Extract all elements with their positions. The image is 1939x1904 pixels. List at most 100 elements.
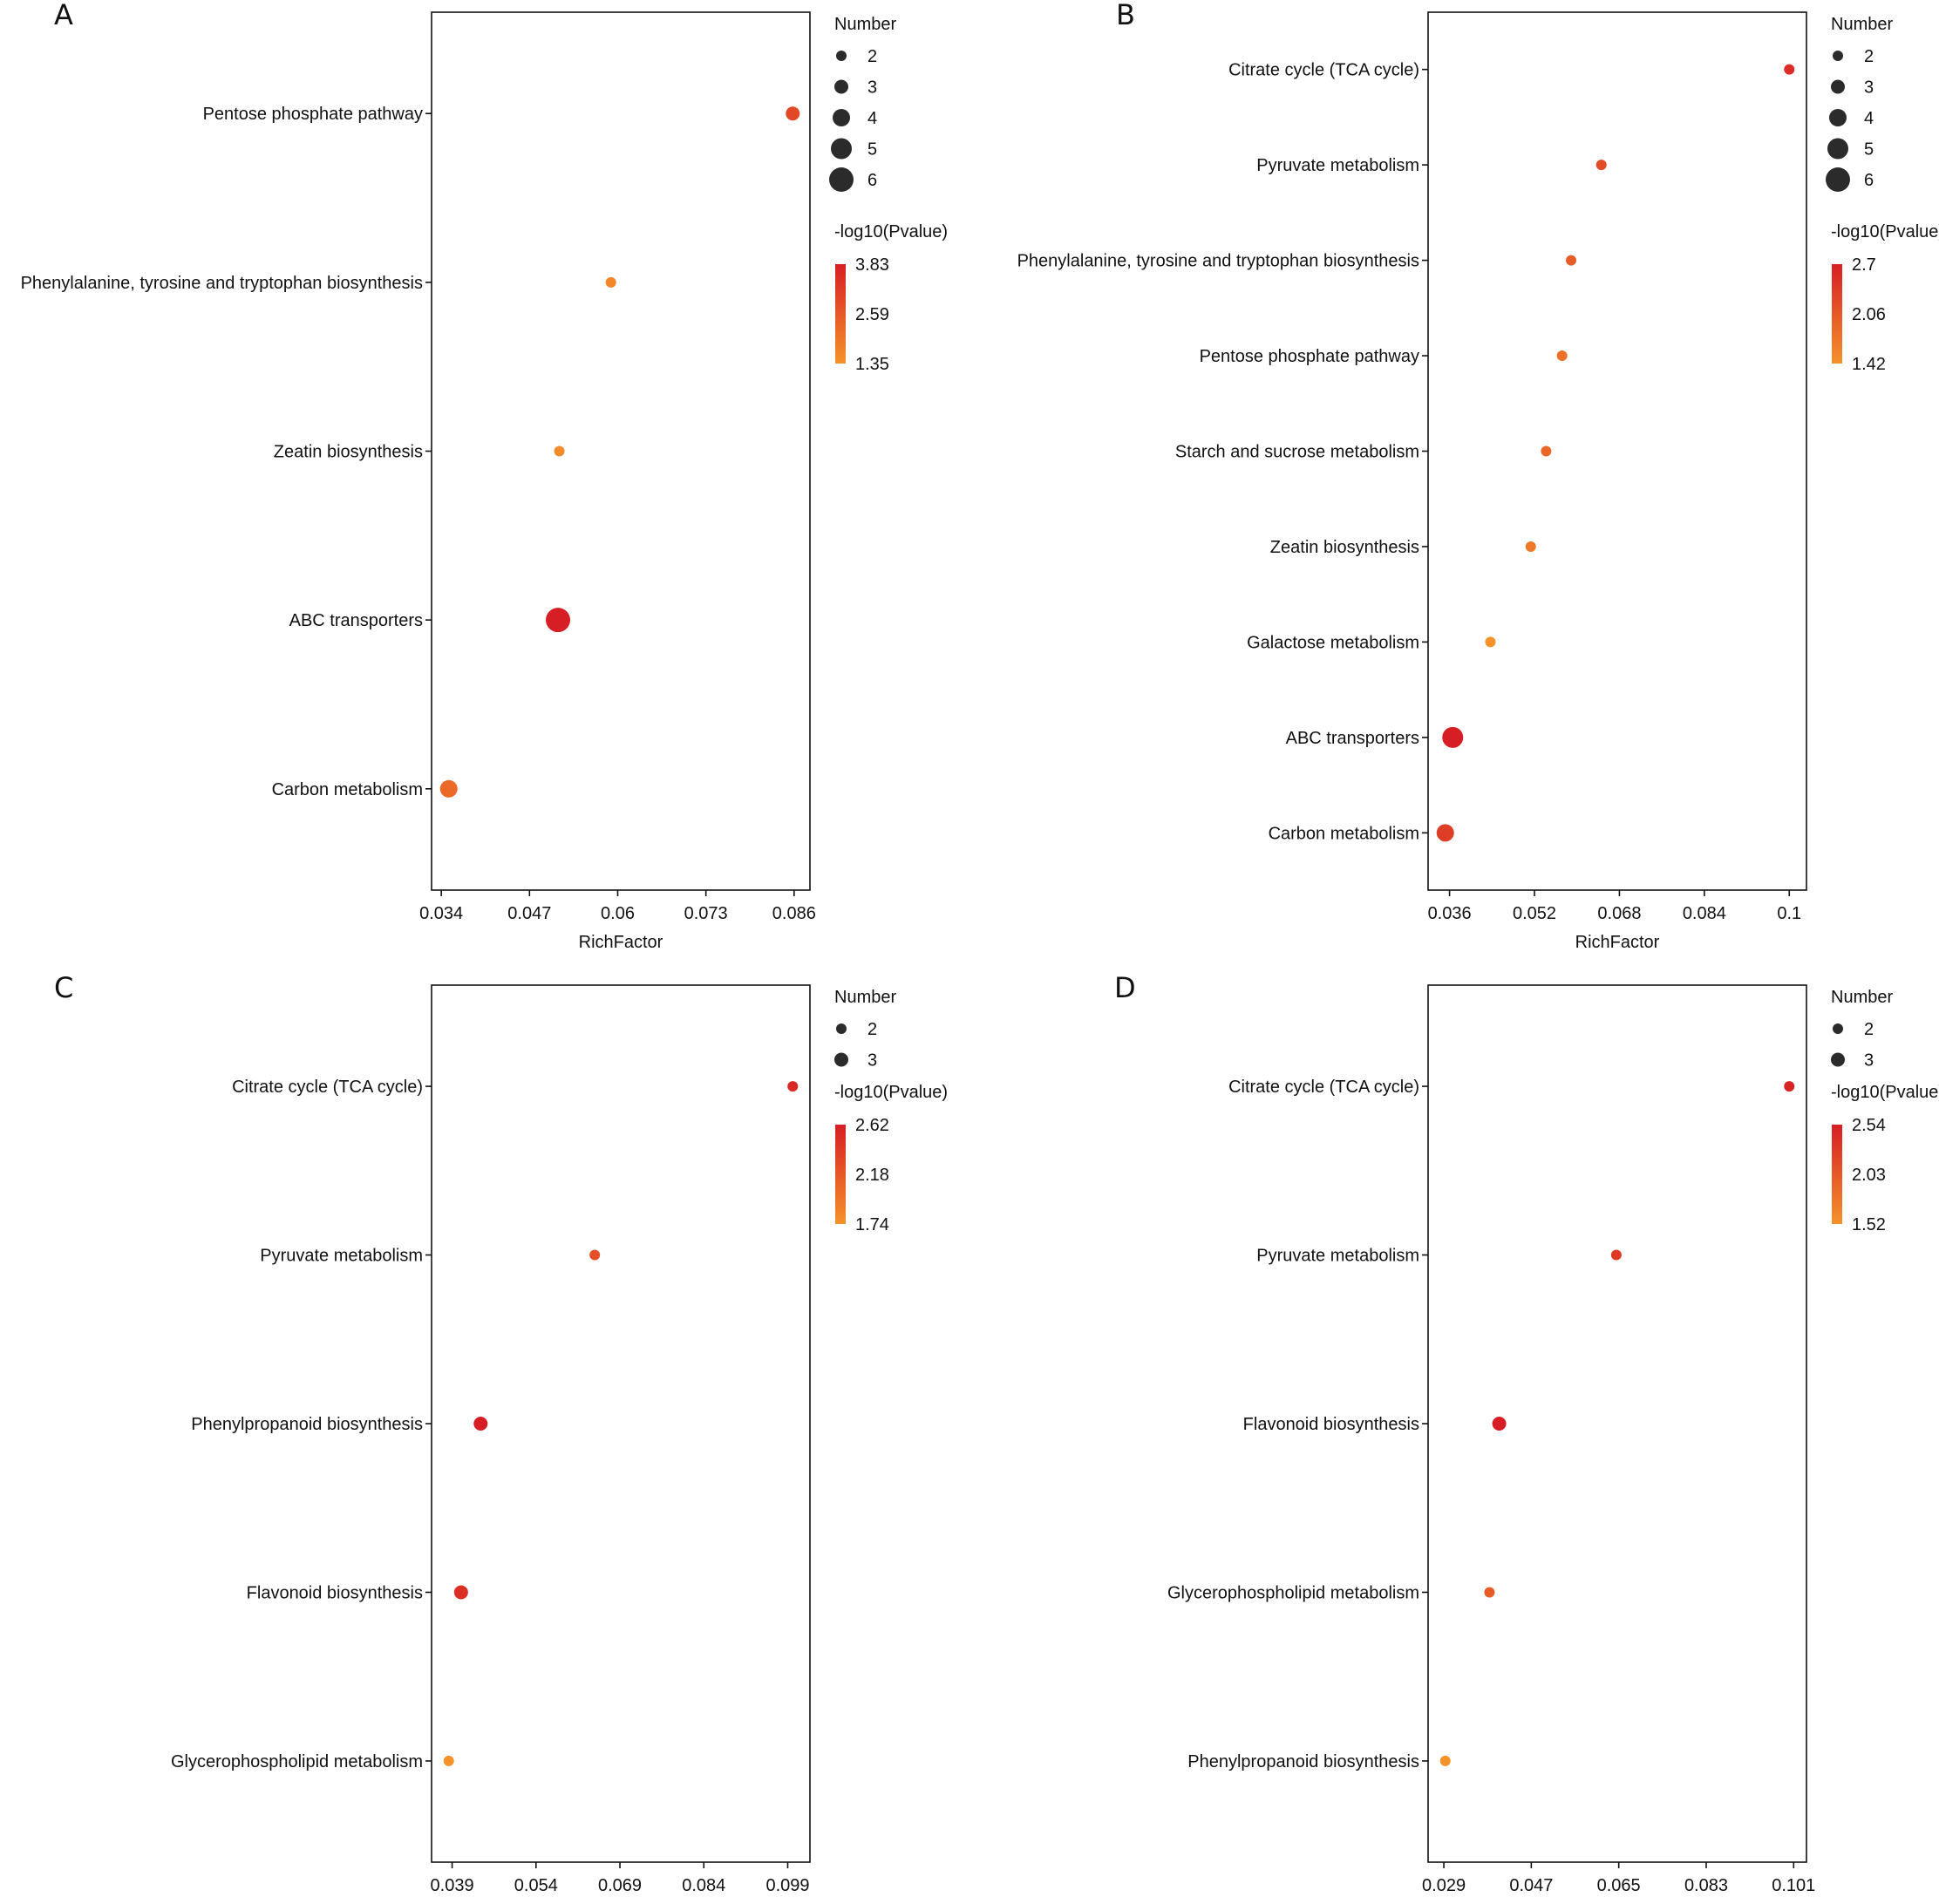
size-legend-dot — [834, 1052, 848, 1067]
x-tick-label: 0.029 — [1422, 1876, 1466, 1895]
data-point — [439, 779, 458, 798]
size-legend-dot — [1831, 1052, 1845, 1067]
size-legend-label: 2 — [867, 47, 877, 66]
colorbar-label: 2.59 — [855, 305, 889, 324]
size-legend-label: 3 — [867, 1051, 877, 1071]
y-tick-label: Glycerophospholipid metabolism — [1167, 1583, 1419, 1602]
panel-label: C — [54, 971, 73, 1004]
data-point — [1610, 1249, 1622, 1261]
size-legend-label: 4 — [1864, 109, 1874, 128]
color-legend-title: -log10(Pvalue) — [834, 222, 948, 241]
y-tick-label: Zeatin biosynthesis — [274, 443, 423, 462]
x-tick-label: 0.099 — [765, 1876, 809, 1895]
data-point — [1541, 445, 1552, 457]
x-tick-label: 0.069 — [598, 1876, 642, 1895]
size-legend-dot — [831, 138, 852, 160]
data-point — [1784, 1081, 1795, 1092]
data-point — [473, 1417, 488, 1431]
x-tick-label: 0.06 — [601, 904, 635, 923]
colorbar-label: 1.74 — [855, 1215, 889, 1234]
y-tick-label: Pyruvate metabolism — [1256, 156, 1419, 175]
y-tick-label: Glycerophospholipid metabolism — [171, 1752, 423, 1771]
data-point — [443, 1755, 454, 1766]
plot-frame — [1427, 11, 1807, 891]
panel-a: A 0.034 0.047 0.06 0.073 0.086 RichFactor Pento… — [21, 0, 948, 952]
data-point — [605, 276, 616, 288]
colorbar-label: 1.52 — [1852, 1215, 1886, 1234]
plot-frame — [431, 11, 811, 891]
x-tick-label: 0.1 — [1777, 904, 1801, 923]
data-point — [1525, 541, 1536, 552]
y-tick-label: Phenylalanine, tyrosine and tryptophan b… — [21, 274, 423, 293]
y-tick-label: Citrate cycle (TCA cycle) — [1228, 61, 1419, 80]
size-legend-dot — [1827, 138, 1848, 160]
y-tick-label: Phenylpropanoid biosynthesis — [191, 1415, 423, 1434]
y-tick-label: Phenylalanine, tyrosine and tryptophan b… — [1017, 252, 1419, 271]
y-tick-label: Flavonoid biosynthesis — [1243, 1415, 1419, 1434]
data-point — [589, 1249, 601, 1261]
plot-frame — [431, 984, 811, 1863]
x-tick-label: 0.086 — [772, 904, 816, 923]
data-point — [1485, 636, 1496, 648]
data-point — [1784, 64, 1795, 75]
size-legend-dot — [1833, 51, 1843, 61]
colorbar-label: 2.18 — [855, 1166, 889, 1185]
data-point — [453, 1585, 468, 1600]
x-tick-label: 0.084 — [682, 1876, 725, 1895]
y-tick-label: Zeatin biosynthesis — [1270, 538, 1419, 557]
size-legend-title: Number — [834, 15, 896, 34]
plot-frame — [1427, 984, 1807, 1863]
x-axis-title: RichFactor — [1575, 933, 1660, 952]
size-legend-title: Number — [834, 988, 896, 1007]
y-tick-label: Citrate cycle (TCA cycle) — [1228, 1078, 1419, 1097]
colorbar — [835, 264, 846, 364]
size-legend-dot — [829, 167, 854, 192]
y-tick-label: Carbon metabolism — [272, 780, 423, 799]
panel-b: B 0.036 0.052 0.068 0.084 0.1 RichFactor Citrat… — [1017, 0, 1939, 952]
data-point — [1556, 350, 1568, 362]
size-legend-label: 3 — [867, 78, 877, 98]
panel-label: D — [1114, 971, 1136, 1004]
x-tick-label: 0.039 — [431, 1876, 474, 1895]
y-tick-label: Citrate cycle (TCA cycle) — [232, 1078, 423, 1097]
panel-label: B — [1116, 0, 1135, 31]
y-tick-label: Pyruvate metabolism — [260, 1247, 423, 1266]
x-tick-label: 0.054 — [514, 1876, 558, 1895]
size-legend-label: 5 — [867, 140, 877, 160]
size-legend-label: 3 — [1864, 1051, 1874, 1071]
data-point — [787, 1081, 799, 1092]
panel-c: C0.0390.0540.0690.0840.099RichFactorCitr… — [54, 971, 948, 1895]
size-legend-label: 4 — [867, 109, 877, 128]
size-legend-label: 2 — [1864, 1020, 1874, 1039]
size-legend-title: Number — [1831, 15, 1893, 34]
data-point — [1484, 1587, 1495, 1598]
size-legend-dot — [834, 79, 848, 94]
x-tick-label: 0.047 — [1509, 1876, 1553, 1895]
x-tick-label: 0.068 — [1597, 904, 1641, 923]
size-legend-dot — [1831, 79, 1845, 94]
x-tick-label: 0.034 — [419, 904, 463, 923]
size-legend-dot — [836, 51, 847, 61]
data-point — [554, 445, 565, 457]
panel-d: D0.0290.0470.0650.0830.101RichFactorCitr… — [1114, 971, 1939, 1895]
x-tick-label: 0.052 — [1513, 904, 1556, 923]
y-tick-label: Phenylpropanoid biosynthesis — [1187, 1752, 1419, 1771]
x-tick-label: 0.101 — [1772, 1876, 1815, 1895]
x-axis-title: RichFactor — [579, 933, 663, 952]
y-tick-label: Pentose phosphate pathway — [1200, 347, 1419, 366]
size-legend-dot — [836, 1023, 847, 1034]
size-legend-label: 6 — [1864, 171, 1874, 190]
colorbar — [835, 1125, 846, 1224]
data-point — [546, 608, 571, 633]
x-tick-label: 0.065 — [1597, 1876, 1641, 1895]
colorbar-label: 2.06 — [1852, 305, 1886, 324]
size-legend-dot — [1833, 1023, 1843, 1034]
panel-label: A — [54, 0, 73, 31]
y-tick-label: Pentose phosphate pathway — [203, 105, 423, 124]
x-tick-label: 0.036 — [1428, 904, 1472, 923]
data-point — [1439, 1755, 1451, 1766]
size-legend-label: 2 — [1864, 47, 1874, 66]
colorbar-label: 2.7 — [1852, 255, 1876, 275]
y-tick-label: Galactose metabolism — [1247, 633, 1419, 652]
